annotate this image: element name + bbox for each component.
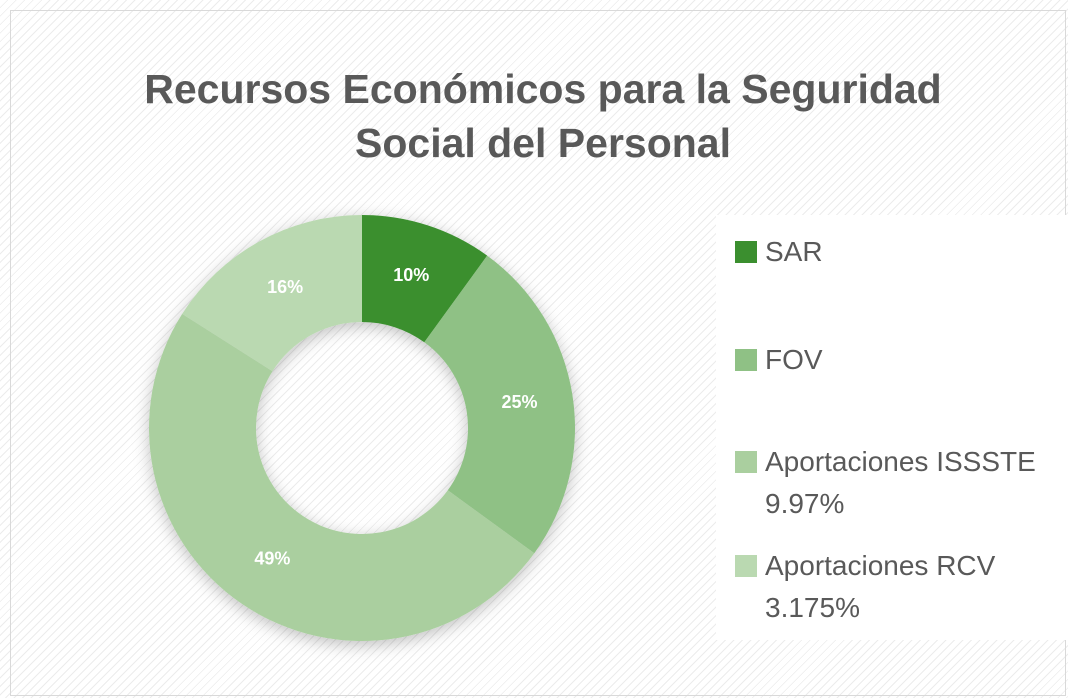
donut-slice (149, 313, 535, 641)
legend-item: SAR (735, 231, 1065, 273)
chart-title: Recursos Económicos para la Seguridad So… (144, 66, 942, 166)
legend-swatch (735, 349, 757, 371)
donut-slice (182, 215, 362, 372)
donut (149, 215, 575, 641)
data-label: 25% (502, 392, 538, 412)
data-label: 49% (254, 549, 290, 569)
donut-slice (424, 255, 575, 554)
donut-slice (362, 215, 488, 343)
legend-swatch (735, 555, 757, 577)
legend-label: Aportaciones ISSSTE 9.97% (765, 446, 1036, 519)
legend-swatch (735, 241, 757, 263)
legend-item: Aportaciones RCV 3.175% (735, 545, 1065, 629)
legend: SAR FOV Aportaciones ISSSTE 9.97% Aportacio… (716, 215, 1068, 640)
legend-label: SAR (765, 236, 823, 267)
legend-item: FOV (735, 339, 1065, 381)
legend-swatch (735, 451, 757, 473)
data-label: 16% (267, 277, 303, 297)
legend-label: Aportaciones RCV 3.175% (765, 550, 996, 623)
legend-label: FOV (765, 344, 823, 375)
legend-item: Aportaciones ISSSTE 9.97% (735, 441, 1065, 525)
data-label: 10% (393, 265, 429, 285)
